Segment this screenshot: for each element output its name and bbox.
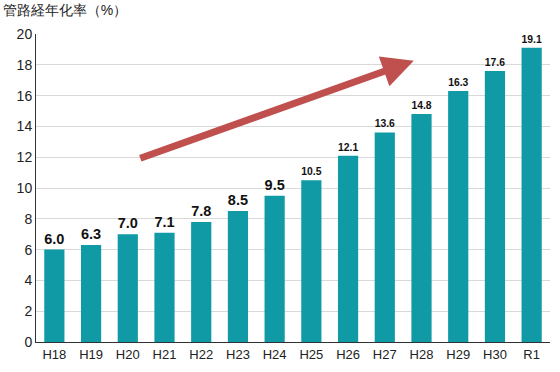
svg-text:9.5: 9.5 — [265, 177, 285, 193]
svg-text:13.6: 13.6 — [375, 118, 395, 129]
svg-text:H22: H22 — [189, 347, 213, 362]
svg-text:H21: H21 — [153, 347, 177, 362]
svg-text:16.3: 16.3 — [448, 77, 468, 88]
svg-text:8.5: 8.5 — [228, 192, 248, 208]
svg-text:18: 18 — [17, 57, 33, 73]
svg-text:10: 10 — [17, 180, 33, 196]
svg-text:2: 2 — [24, 303, 32, 319]
svg-text:H24: H24 — [263, 347, 287, 362]
svg-text:6.0: 6.0 — [44, 231, 64, 247]
svg-text:10.5: 10.5 — [301, 166, 321, 177]
svg-text:7.8: 7.8 — [191, 203, 211, 219]
svg-text:20: 20 — [17, 26, 33, 42]
svg-text:H23: H23 — [226, 347, 250, 362]
svg-text:H18: H18 — [42, 347, 66, 362]
svg-text:H30: H30 — [483, 347, 507, 362]
svg-text:H27: H27 — [373, 347, 397, 362]
svg-text:7.1: 7.1 — [154, 214, 174, 230]
svg-text:H20: H20 — [116, 347, 140, 362]
svg-text:4: 4 — [24, 272, 32, 288]
svg-text:19.1: 19.1 — [522, 34, 542, 45]
svg-text:H28: H28 — [410, 347, 434, 362]
svg-text:6: 6 — [24, 242, 32, 258]
svg-text:7.0: 7.0 — [118, 215, 138, 231]
svg-text:6.3: 6.3 — [81, 226, 101, 242]
svg-text:8: 8 — [24, 211, 32, 227]
svg-text:12: 12 — [17, 149, 33, 165]
svg-text:14: 14 — [17, 118, 33, 134]
svg-text:14.8: 14.8 — [411, 100, 431, 111]
svg-text:H29: H29 — [446, 347, 470, 362]
svg-text:管路経年化率（%）: 管路経年化率（%） — [3, 2, 127, 18]
svg-text:16: 16 — [17, 88, 33, 104]
svg-text:R1: R1 — [523, 347, 540, 362]
svg-text:0: 0 — [24, 334, 32, 350]
svg-text:H26: H26 — [336, 347, 360, 362]
svg-text:H25: H25 — [299, 347, 323, 362]
svg-text:H19: H19 — [79, 347, 103, 362]
svg-text:17.6: 17.6 — [485, 57, 505, 68]
svg-text:12.1: 12.1 — [338, 142, 358, 153]
